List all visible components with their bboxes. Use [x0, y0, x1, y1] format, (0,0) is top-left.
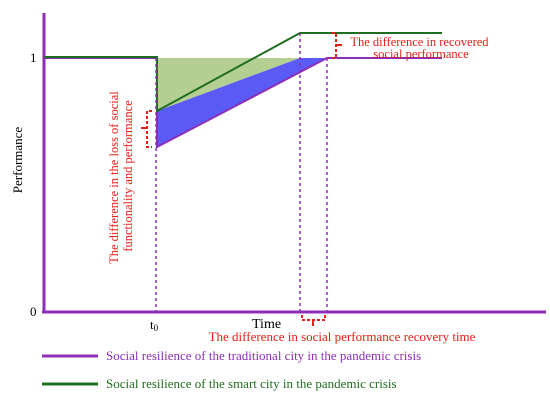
loss-difference-bracket [146, 110, 152, 148]
recovered-difference-line2: social performance [373, 47, 469, 61]
y-tick-1: 1 [30, 50, 37, 65]
recovered-difference-bracket [332, 32, 337, 59]
loss-difference-line1: The difference in the loss of social [107, 91, 121, 264]
loss-difference-label: The difference in the loss of social fun… [107, 88, 135, 264]
y-axis-label: Performance [10, 127, 25, 194]
x-tick-t0-sub: 0 [154, 323, 159, 333]
recovery-time-label: The difference in social performance rec… [209, 329, 476, 344]
loss-difference-line2: functionality and performance [121, 100, 135, 252]
legend-smart-label: Social resilience of the smart city in t… [106, 376, 397, 391]
x-axis-label: Time [252, 317, 281, 332]
smart-city-curve [44, 32, 442, 113]
recovery-time-bracket [301, 315, 326, 321]
x-tick-t0: t0 [150, 317, 159, 333]
recovered-difference-line1: The difference in recovered [350, 35, 489, 49]
recovered-difference-label: The difference in recovered social perfo… [350, 35, 491, 61]
y-tick-0: 0 [30, 304, 37, 319]
legend-traditional-label: Social resilience of the traditional cit… [106, 348, 421, 363]
x-tick-t0-base: t [150, 317, 154, 332]
